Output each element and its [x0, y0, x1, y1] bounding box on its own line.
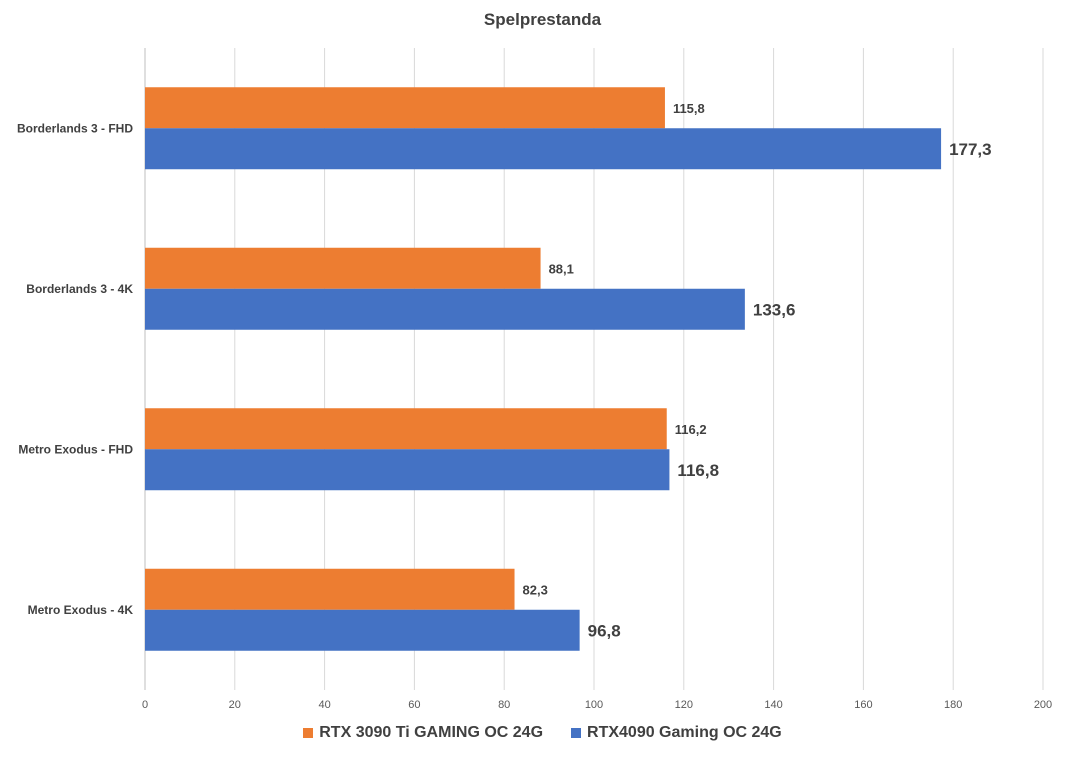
- x-tick-label: 120: [675, 699, 693, 711]
- chart-title: Spelprestanda: [483, 10, 602, 29]
- legend-label-series-1: RTX 3090 Ti GAMING OC 24G: [319, 724, 544, 741]
- bar: [145, 408, 667, 450]
- x-tick-label: 180: [944, 699, 962, 711]
- data-label: 96,8: [588, 621, 621, 640]
- category-label: Metro Exodus - 4K: [28, 603, 134, 617]
- legend-swatch-series-2: [571, 728, 582, 738]
- bar: [145, 449, 670, 491]
- bar: [145, 288, 745, 330]
- legend-item-series-2: RTX4090 Gaming OC 24G: [571, 724, 782, 742]
- bar: [145, 128, 942, 170]
- data-label: 116,2: [675, 422, 707, 437]
- category-label: Borderlands 3 - FHD: [17, 121, 133, 135]
- data-label: 82,3: [523, 582, 548, 597]
- data-label: 177,3: [949, 140, 992, 159]
- legend-label-series-2: RTX4090 Gaming OC 24G: [587, 724, 782, 741]
- x-tick-label: 160: [854, 699, 872, 711]
- data-label: 115,8: [673, 101, 705, 116]
- category-label: Metro Exodus - FHD: [18, 442, 133, 456]
- data-label: 88,1: [549, 261, 574, 276]
- data-label: 133,6: [753, 300, 796, 319]
- x-tick-label: 0: [142, 699, 148, 711]
- x-tick-label: 60: [408, 699, 420, 711]
- x-tick-label: 40: [318, 699, 330, 711]
- data-label: 116,8: [677, 461, 719, 480]
- bar: [145, 609, 580, 651]
- x-tick-label: 20: [229, 699, 241, 711]
- bar: [145, 568, 515, 610]
- x-tick-label: 200: [1034, 699, 1052, 711]
- legend-swatch-series-1: [303, 728, 314, 738]
- x-tick-label: 140: [764, 699, 782, 711]
- x-tick-label: 80: [498, 699, 510, 711]
- legend: RTX 3090 Ti GAMING OC 24G RTX4090 Gaming…: [0, 724, 1085, 742]
- category-label: Borderlands 3 - 4K: [26, 282, 133, 296]
- bar: [145, 87, 665, 129]
- bar: [145, 247, 541, 289]
- legend-item-series-1: RTX 3090 Ti GAMING OC 24G: [303, 724, 543, 742]
- x-tick-label: 100: [585, 699, 603, 711]
